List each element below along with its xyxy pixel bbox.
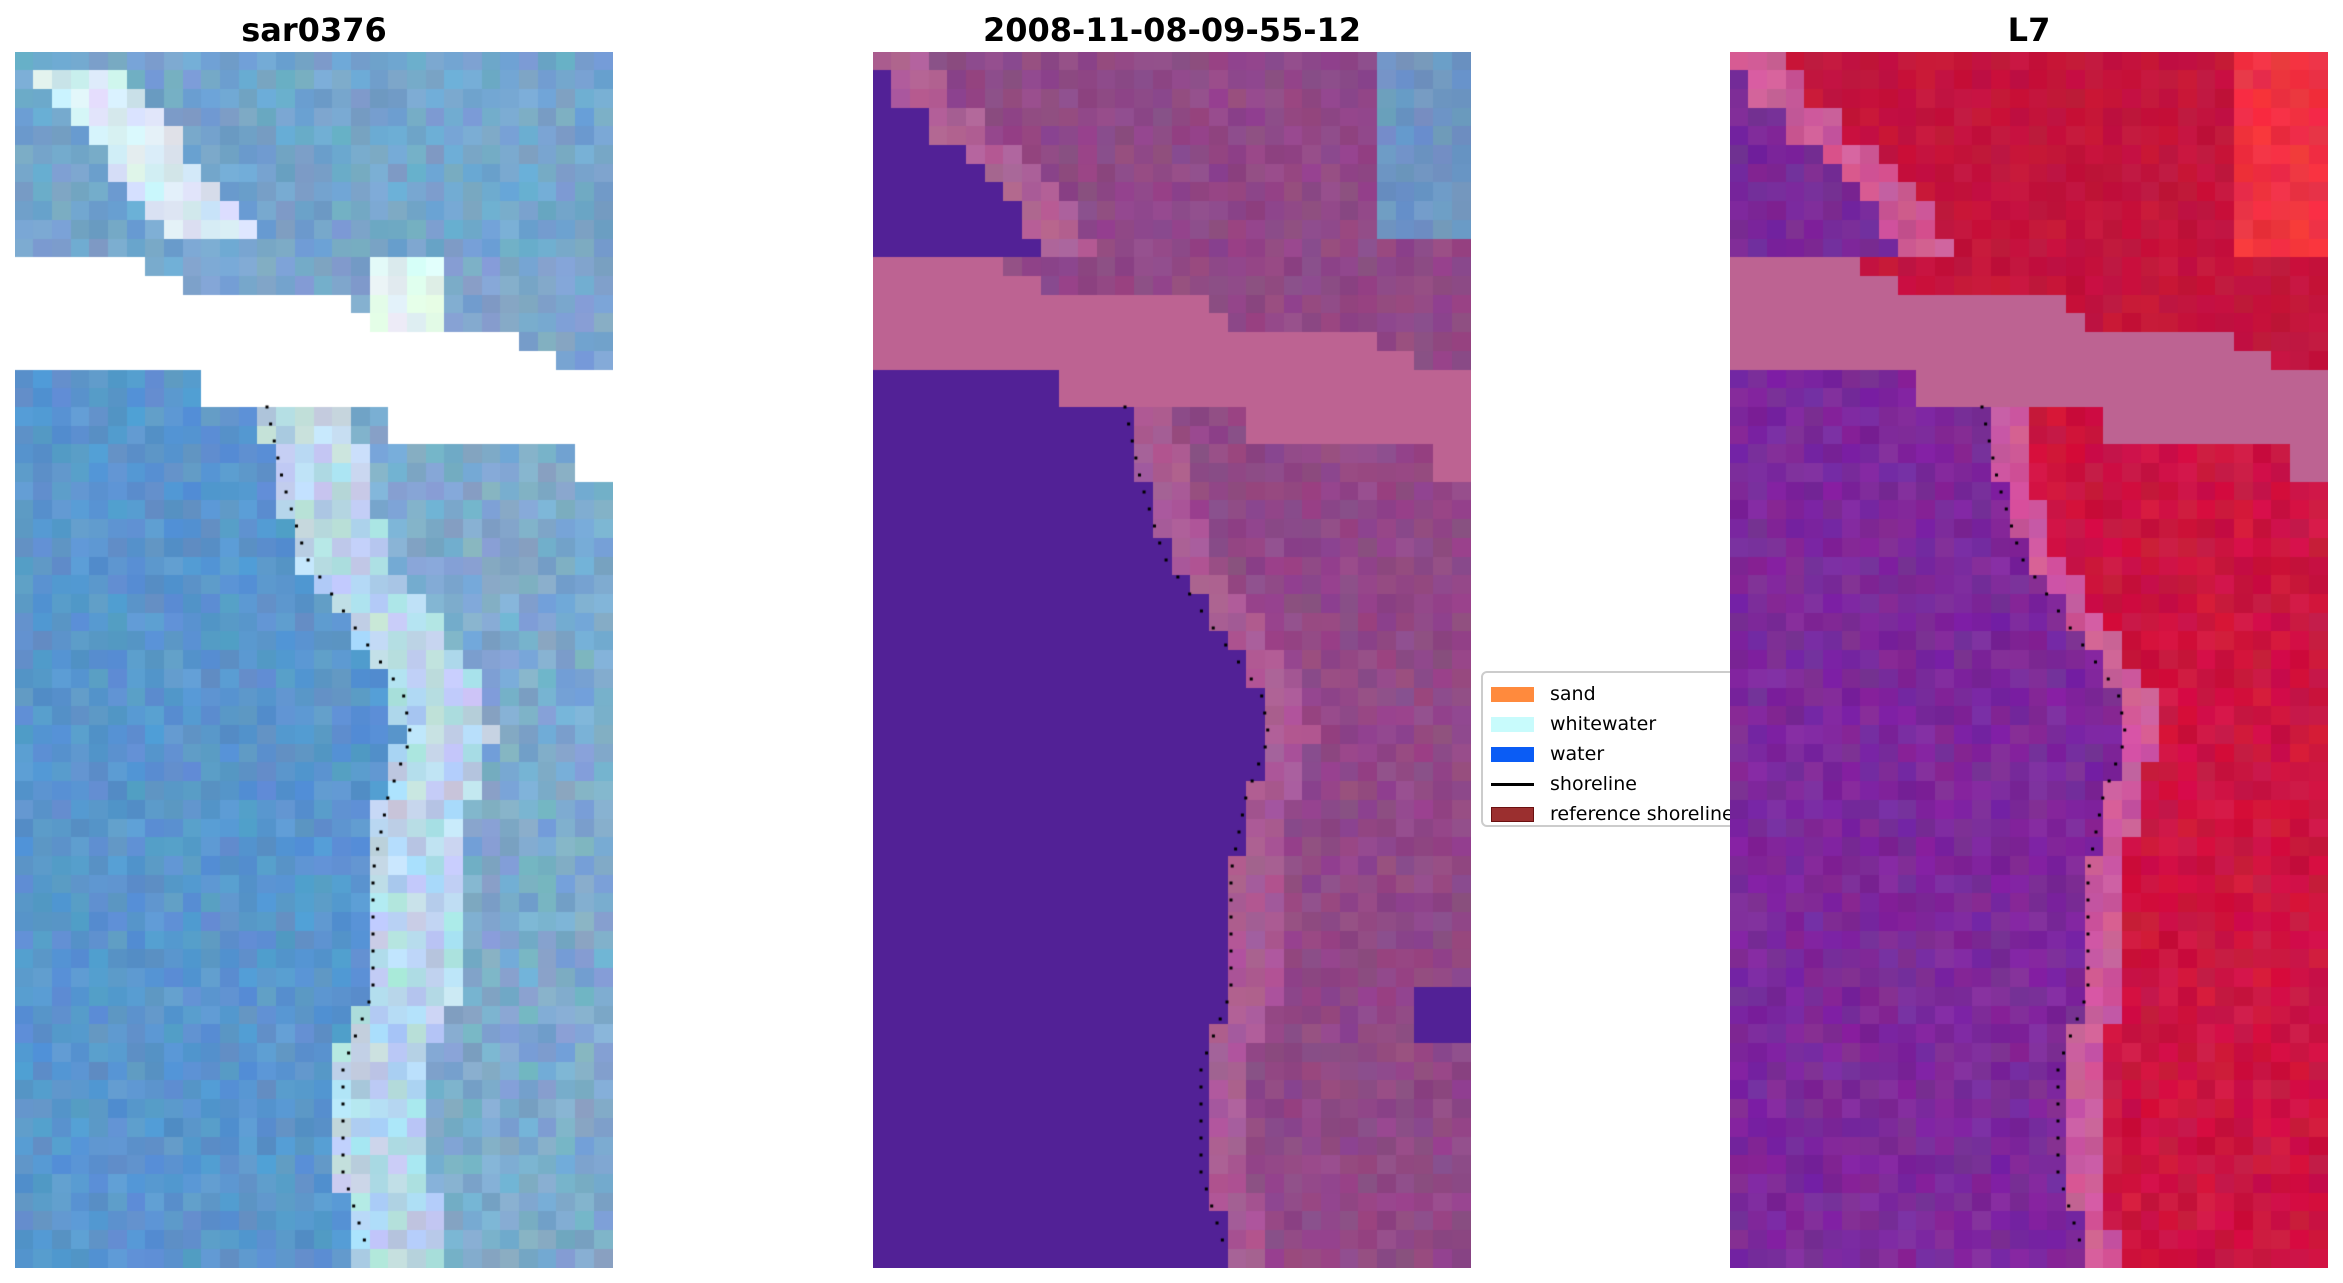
- panel-title-date: 2008-11-08-09-55-12: [982, 11, 1362, 49]
- legend-label: whitewater: [1550, 713, 1657, 735]
- legend-entry-shoreline: shoreline: [1491, 769, 1637, 799]
- legend-entry-whitewater: whitewater: [1491, 709, 1656, 739]
- legend-entry-sand: sand: [1491, 679, 1596, 709]
- sand-swatch: [1491, 686, 1534, 702]
- classified-image-panel: [873, 52, 1471, 1268]
- legend-label: shoreline: [1550, 773, 1637, 795]
- panel-title-l7: L7: [2007, 11, 2051, 49]
- index-image: [1730, 52, 2328, 1268]
- water-swatch: [1491, 746, 1534, 762]
- legend-entry-reference-shoreline: reference shoreline: [1491, 799, 1734, 829]
- whitewater-swatch: [1491, 716, 1534, 732]
- rgb-image: [15, 52, 613, 1268]
- reference-shoreline-swatch: [1491, 806, 1534, 822]
- panel-title-sar: sar0376: [241, 11, 387, 49]
- legend-label: sand: [1550, 683, 1596, 705]
- legend-label: water: [1550, 743, 1605, 765]
- index-image-panel: [1730, 52, 2328, 1268]
- legend-label: reference shoreline: [1550, 803, 1734, 825]
- classified-image: [873, 52, 1471, 1268]
- rgb-image-panel: [15, 52, 613, 1268]
- legend-entry-water: water: [1491, 739, 1604, 769]
- shoreline-line-swatch: [1491, 782, 1534, 786]
